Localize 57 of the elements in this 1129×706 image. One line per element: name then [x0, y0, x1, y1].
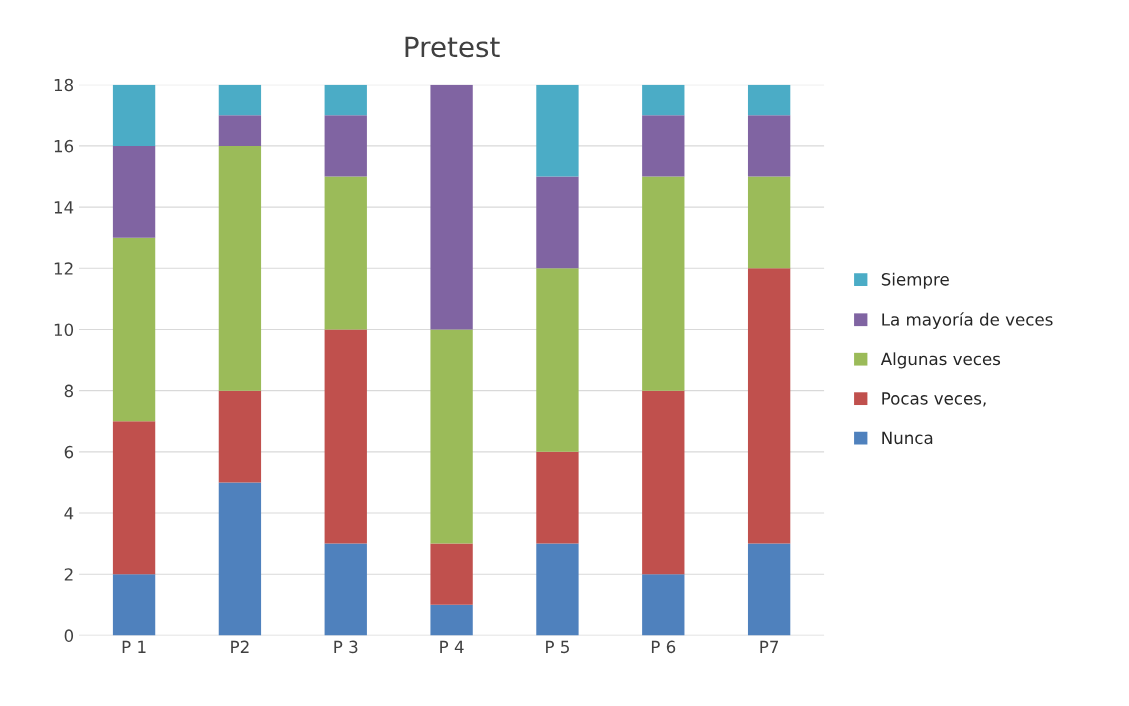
- x-tick-label: P 6: [651, 640, 676, 654]
- bar: [324, 329, 367, 544]
- bar: [218, 482, 262, 636]
- y-tick-label: 16: [54, 139, 74, 153]
- chart-title: Pretest: [405, 36, 500, 58]
- legend-label: Nunca: [882, 431, 933, 445]
- x-tick-label: P 4: [440, 640, 464, 653]
- y-tick-label: 6: [64, 445, 74, 459]
- legend-label: Pocas veces,: [882, 392, 986, 407]
- bar: [218, 145, 262, 391]
- x-tick-label: P7: [760, 640, 779, 653]
- y-tick-label: 0: [64, 629, 74, 642]
- bar: [430, 604, 473, 636]
- y-tick-label: 2: [64, 568, 73, 581]
- y-tick-label: 10: [54, 323, 74, 337]
- bar: [642, 390, 685, 575]
- bar: [747, 115, 791, 177]
- bar: [430, 84, 473, 330]
- bar: [430, 543, 473, 605]
- bar: [112, 84, 156, 146]
- legend-label: Siempre: [881, 272, 949, 289]
- bar: [112, 574, 156, 636]
- bar: [747, 84, 791, 116]
- bar: [324, 176, 367, 330]
- bar: [536, 268, 579, 452]
- bar: [218, 84, 262, 116]
- x-tick-label: P 1: [122, 640, 146, 653]
- x-tick-label: P 3: [334, 640, 358, 654]
- y-tick-label: 8: [64, 384, 74, 398]
- bar: [747, 176, 791, 269]
- y-tick-label: 18: [54, 78, 74, 92]
- bar: [324, 84, 367, 116]
- bar: [218, 115, 262, 146]
- bar: [536, 84, 579, 177]
- bar: [642, 84, 685, 116]
- y-tick-label: 12: [54, 262, 73, 275]
- bar: [536, 176, 579, 269]
- bar: [642, 574, 685, 636]
- y-tick-label: 4: [64, 507, 74, 520]
- legend-label: Algunas veces: [880, 352, 1001, 369]
- bar: [747, 543, 791, 636]
- y-tick-label: 14: [54, 201, 74, 214]
- bar: [536, 451, 579, 544]
- bar: [642, 115, 685, 177]
- bar: [324, 115, 367, 177]
- bar: [642, 176, 685, 391]
- bar: [112, 145, 156, 238]
- x-tick-label: P2: [231, 640, 249, 653]
- bar: [747, 268, 791, 544]
- bar: [324, 543, 367, 636]
- bar: [112, 237, 156, 422]
- bar: [112, 421, 156, 575]
- legend-label: La mayoría de veces: [882, 312, 1053, 329]
- bar: [536, 543, 579, 636]
- bar: [430, 329, 473, 544]
- bar: [218, 390, 262, 483]
- x-tick-label: P 5: [546, 640, 569, 654]
